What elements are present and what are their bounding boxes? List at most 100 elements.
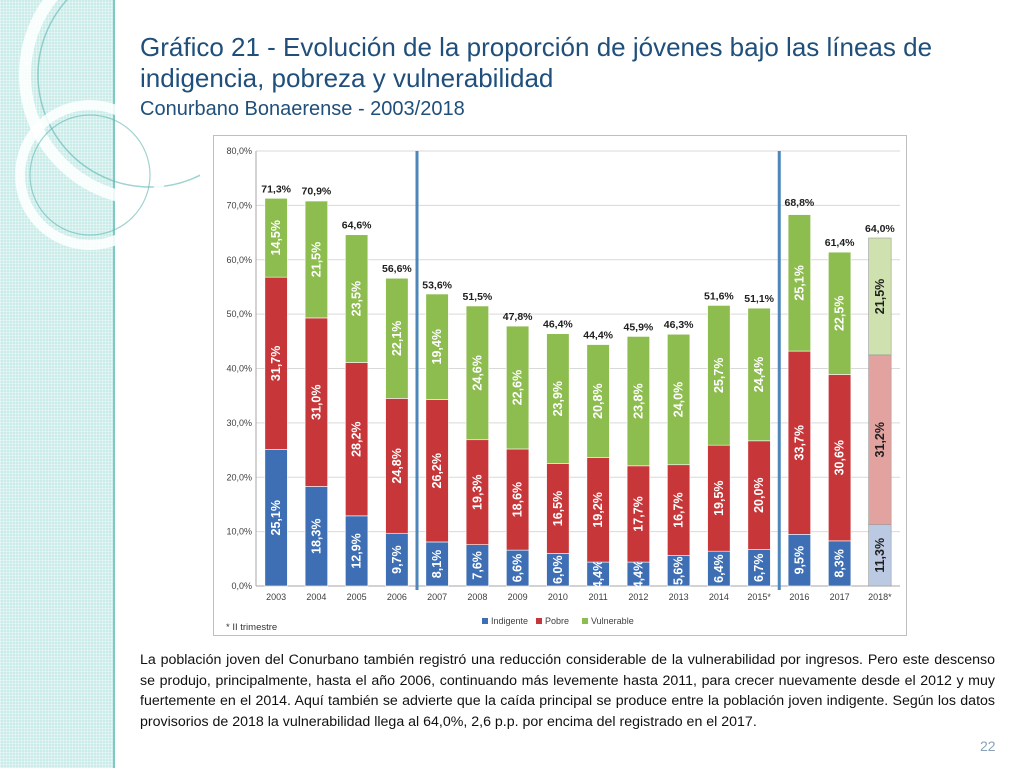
segment-value-label: 9,5% — [792, 546, 806, 575]
decorative-rings — [15, 0, 200, 250]
segment-value-label: 11,3% — [873, 538, 887, 573]
x-tick-label: 2005 — [347, 592, 367, 602]
bar-total-label: 70,9% — [301, 185, 331, 197]
side-decorative-band — [0, 0, 113, 768]
bar-total-label: 64,6% — [342, 220, 372, 232]
segment-value-label: 28,2% — [350, 421, 364, 456]
segment-value-label: 25,1% — [269, 500, 283, 535]
legend-label-indigente: Indigente — [491, 616, 528, 626]
y-tick-label: 20,0% — [226, 472, 252, 482]
body-paragraph: La población joven del Conurbano también… — [140, 652, 995, 730]
segment-value-label: 31,0% — [309, 384, 323, 419]
legend-swatch-pobre — [536, 618, 542, 624]
bar-total-label: 51,5% — [462, 291, 492, 303]
stacked-bar-chart: 0,0% 10,0% 20,0% 30,0% 40,0% 50,0% 60,0% 70,0% 8… — [226, 146, 900, 633]
segment-value-label: 18,6% — [511, 482, 525, 517]
bar-segment-vulnerable — [264, 198, 288, 278]
bar-total-label: 61,4% — [825, 237, 855, 249]
y-tick-label: 40,0% — [226, 364, 252, 374]
segment-value-label: 21,5% — [873, 279, 887, 314]
bar-total-label: 56,6% — [382, 263, 412, 275]
segment-value-label: 19,4% — [430, 329, 444, 364]
x-tick-label: 2017 — [830, 592, 850, 602]
bar-total-label: 53,6% — [422, 280, 452, 292]
segment-value-label: 21,5% — [309, 242, 323, 277]
x-tick-label: 2008 — [467, 592, 487, 602]
bar-segment-vulnerable — [586, 344, 610, 458]
x-tick-label: 2016 — [789, 592, 809, 602]
segment-value-label: 24,6% — [470, 355, 484, 390]
segment-value-label: 33,7% — [792, 425, 806, 460]
bar-total-label: 51,6% — [704, 290, 734, 302]
bar-segment-vulnerable — [506, 325, 530, 450]
slide-title: Gráfico 21 - Evolución de la proporción … — [140, 32, 933, 93]
legend-label-vulnerable: Vulnerable — [591, 616, 634, 626]
segment-value-label: 22,5% — [833, 296, 847, 331]
bar-total-label: 46,3% — [664, 319, 694, 331]
x-tick-label: 2009 — [508, 592, 528, 602]
segment-value-label: 20,0% — [752, 477, 766, 512]
legend-swatch-indigente — [482, 618, 488, 624]
segment-value-label: 23,8% — [631, 383, 645, 418]
segment-value-label: 6,0% — [551, 555, 565, 584]
x-tick-label: 2014 — [709, 592, 729, 602]
legend-swatch-vulnerable — [582, 618, 588, 624]
y-tick-label: 30,0% — [226, 418, 252, 428]
segment-value-label: 24,0% — [672, 382, 686, 417]
segment-value-label: 19,3% — [470, 474, 484, 509]
segment-value-label: 22,6% — [511, 370, 525, 405]
chart-footnote: * II trimestre — [226, 622, 277, 633]
segment-value-label: 6,6% — [511, 554, 525, 583]
segment-value-label: 30,6% — [833, 440, 847, 475]
bar-segment-vulnerable — [707, 305, 731, 446]
segment-value-label: 20,8% — [591, 383, 605, 418]
segment-value-label: 22,1% — [390, 321, 404, 356]
slide-subtitle: Conurbano Bonaerense - 2003/2018 — [140, 98, 465, 120]
x-tick-label: 2012 — [628, 592, 648, 602]
bar-total-label: 44,4% — [583, 330, 613, 342]
segment-value-label: 23,5% — [350, 281, 364, 316]
segment-value-label: 25,1% — [792, 265, 806, 300]
segment-value-label: 4,4% — [631, 560, 645, 589]
bar-total-label: 51,1% — [744, 293, 774, 305]
bar-total-label: 47,8% — [503, 311, 533, 323]
bar-segment-vulnerable — [667, 333, 691, 466]
bar-total-label: 71,3% — [261, 183, 291, 195]
segment-value-label: 5,6% — [672, 557, 686, 586]
bar-segment-vulnerable — [546, 333, 570, 464]
page-number: 22 — [980, 738, 996, 754]
x-tick-label: 2004 — [306, 592, 326, 602]
bar-segment-vulnerable — [626, 336, 650, 467]
x-tick-label: 2011 — [588, 592, 607, 602]
bar-segment-vulnerable — [787, 214, 811, 352]
bar-total-label: 45,9% — [623, 321, 653, 333]
segment-value-label: 24,4% — [752, 357, 766, 392]
bar-total-label: 68,8% — [784, 197, 814, 209]
segment-value-label: 12,9% — [350, 533, 364, 568]
bar-segment-vulnerable — [425, 293, 449, 400]
segment-value-label: 9,7% — [390, 545, 404, 574]
bar-segment-vulnerable — [345, 234, 369, 363]
y-tick-label: 10,0% — [226, 527, 252, 537]
slide-title-block: Gráfico 21 - Evolución de la proporción … — [140, 32, 1000, 122]
x-tick-label: 2003 — [266, 592, 286, 602]
y-tick-label: 80,0% — [226, 146, 252, 156]
segment-value-label: 31,7% — [269, 346, 283, 381]
segment-value-label: 19,5% — [712, 480, 726, 515]
segment-value-label: 18,3% — [309, 519, 323, 554]
y-tick-label: 50,0% — [226, 309, 252, 319]
segment-value-label: 8,1% — [430, 550, 444, 579]
bar-total-label: 46,4% — [543, 319, 573, 331]
chart-frame: 0,0% 10,0% 20,0% 30,0% 40,0% 50,0% 60,0% 70,0% 8… — [213, 135, 907, 636]
bar-segment-vulnerable — [465, 305, 489, 441]
segment-value-label: 31,2% — [873, 422, 887, 457]
x-tick-label: 2015* — [747, 592, 771, 602]
x-tick-label: 2013 — [669, 592, 689, 602]
legend-label-pobre: Pobre — [545, 616, 569, 626]
segment-value-label: 23,9% — [551, 381, 565, 416]
bar-total-label: 64,0% — [865, 223, 895, 235]
segment-value-label: 25,7% — [712, 358, 726, 393]
bar-segment-vulnerable — [868, 237, 892, 356]
y-tick-label: 60,0% — [226, 255, 252, 265]
bar-segment-vulnerable — [304, 200, 328, 319]
